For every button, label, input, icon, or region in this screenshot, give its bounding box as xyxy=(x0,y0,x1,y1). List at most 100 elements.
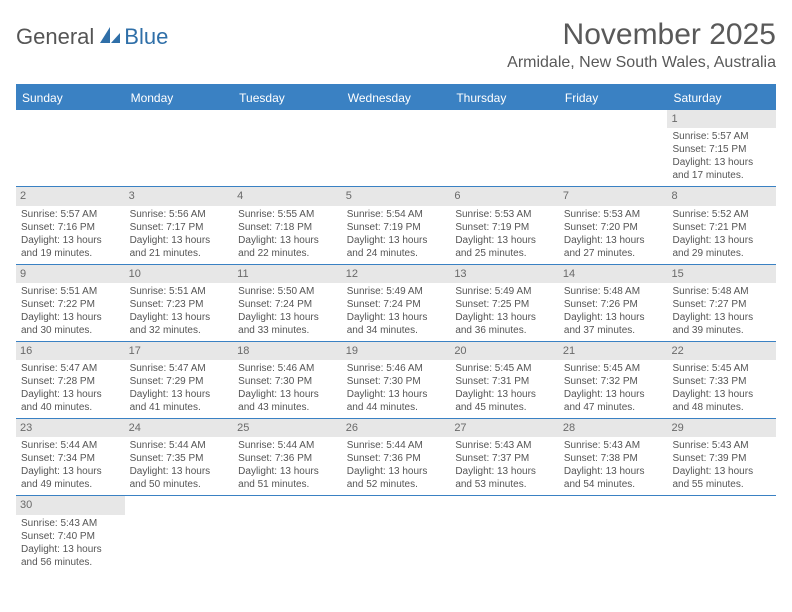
sunrise-line: Sunrise: 5:46 AM xyxy=(347,362,446,375)
daylight-line-1: Daylight: 13 hours xyxy=(238,234,337,247)
sunrise-line: Sunrise: 5:43 AM xyxy=(564,439,663,452)
day-number: 6 xyxy=(450,187,559,205)
daylight-line-2: and 44 minutes. xyxy=(347,401,446,414)
sunset-line: Sunset: 7:24 PM xyxy=(238,298,337,311)
daylight-line-2: and 21 minutes. xyxy=(130,247,229,260)
daylight-line-1: Daylight: 13 hours xyxy=(347,388,446,401)
daylight-line-1: Daylight: 13 hours xyxy=(21,234,120,247)
sunset-line: Sunset: 7:27 PM xyxy=(672,298,771,311)
day-number: 20 xyxy=(450,342,559,360)
sunrise-line: Sunrise: 5:43 AM xyxy=(455,439,554,452)
day-cell: 25Sunrise: 5:44 AMSunset: 7:36 PMDayligh… xyxy=(233,419,342,495)
sunset-line: Sunset: 7:40 PM xyxy=(21,530,120,543)
daylight-line-1: Daylight: 13 hours xyxy=(564,465,663,478)
day-cell xyxy=(450,496,559,572)
daylight-line-1: Daylight: 13 hours xyxy=(672,465,771,478)
sunrise-line: Sunrise: 5:45 AM xyxy=(455,362,554,375)
sunset-line: Sunset: 7:28 PM xyxy=(21,375,120,388)
day-number: 23 xyxy=(16,419,125,437)
daylight-line-2: and 53 minutes. xyxy=(455,478,554,491)
daylight-line-1: Daylight: 13 hours xyxy=(130,465,229,478)
sunrise-line: Sunrise: 5:56 AM xyxy=(130,208,229,221)
logo-text-blue: Blue xyxy=(124,24,168,50)
daylight-line-2: and 49 minutes. xyxy=(21,478,120,491)
sunset-line: Sunset: 7:21 PM xyxy=(672,221,771,234)
sunrise-line: Sunrise: 5:48 AM xyxy=(672,285,771,298)
sunset-line: Sunset: 7:16 PM xyxy=(21,221,120,234)
sunrise-line: Sunrise: 5:57 AM xyxy=(672,130,771,143)
daylight-line-2: and 27 minutes. xyxy=(564,247,663,260)
day-cell: 30 Sunrise: 5:43 AMSunset: 7:40 PMDayligh… xyxy=(16,496,125,572)
day-cell: 9Sunrise: 5:51 AMSunset: 7:22 PMDaylight… xyxy=(16,265,125,341)
day-cell xyxy=(233,496,342,572)
day-cell: 5Sunrise: 5:54 AMSunset: 7:19 PMDaylight… xyxy=(342,187,451,263)
daylight-line-1: Daylight: 13 hours xyxy=(672,311,771,324)
weekday-header: Wednesday xyxy=(342,86,451,110)
day-cell xyxy=(16,110,125,186)
daylight-line-1: Daylight: 13 hours xyxy=(455,388,554,401)
daylight-line-2: and 22 minutes. xyxy=(238,247,337,260)
sunset-line: Sunset: 7:34 PM xyxy=(21,452,120,465)
day-number: 22 xyxy=(667,342,776,360)
sunrise-line: Sunrise: 5:43 AM xyxy=(21,517,120,530)
day-number: 13 xyxy=(450,265,559,283)
day-cell xyxy=(125,110,234,186)
daylight-line-1: Daylight: 13 hours xyxy=(672,388,771,401)
day-number: 26 xyxy=(342,419,451,437)
day-number: 24 xyxy=(125,419,234,437)
daylight-line-1: Daylight: 13 hours xyxy=(672,234,771,247)
calendar: SundayMondayTuesdayWednesdayThursdayFrid… xyxy=(16,84,776,573)
day-number: 4 xyxy=(233,187,342,205)
daylight-line-2: and 43 minutes. xyxy=(238,401,337,414)
day-cell: 14Sunrise: 5:48 AMSunset: 7:26 PMDayligh… xyxy=(559,265,668,341)
sunrise-line: Sunrise: 5:51 AM xyxy=(130,285,229,298)
day-cell: 17Sunrise: 5:47 AMSunset: 7:29 PMDayligh… xyxy=(125,342,234,418)
day-cell xyxy=(450,110,559,186)
weeks-container: 1Sunrise: 5:57 AMSunset: 7:15 PMDaylight… xyxy=(16,110,776,573)
sunset-line: Sunset: 7:30 PM xyxy=(238,375,337,388)
sunrise-line: Sunrise: 5:50 AM xyxy=(238,285,337,298)
daylight-line-2: and 41 minutes. xyxy=(130,401,229,414)
weekday-header: Friday xyxy=(559,86,668,110)
day-cell: 22Sunrise: 5:45 AMSunset: 7:33 PMDayligh… xyxy=(667,342,776,418)
sunrise-line: Sunrise: 5:44 AM xyxy=(347,439,446,452)
daylight-line-2: and 55 minutes. xyxy=(672,478,771,491)
sunrise-line: Sunrise: 5:52 AM xyxy=(672,208,771,221)
sunset-line: Sunset: 7:17 PM xyxy=(130,221,229,234)
sunset-line: Sunset: 7:35 PM xyxy=(130,452,229,465)
sunrise-line: Sunrise: 5:49 AM xyxy=(347,285,446,298)
sunrise-line: Sunrise: 5:48 AM xyxy=(564,285,663,298)
day-cell xyxy=(342,496,451,572)
day-number: 5 xyxy=(342,187,451,205)
week-row: 9Sunrise: 5:51 AMSunset: 7:22 PMDaylight… xyxy=(16,265,776,342)
sunrise-line: Sunrise: 5:47 AM xyxy=(130,362,229,375)
daylight-line-1: Daylight: 13 hours xyxy=(347,311,446,324)
day-number: 30 xyxy=(16,496,125,514)
sunset-line: Sunset: 7:18 PM xyxy=(238,221,337,234)
day-number: 15 xyxy=(667,265,776,283)
sunset-line: Sunset: 7:36 PM xyxy=(238,452,337,465)
day-cell xyxy=(125,496,234,572)
daylight-line-1: Daylight: 13 hours xyxy=(347,234,446,247)
daylight-line-1: Daylight: 13 hours xyxy=(564,388,663,401)
daylight-line-2: and 50 minutes. xyxy=(130,478,229,491)
daylight-line-2: and 56 minutes. xyxy=(21,556,120,569)
sunset-line: Sunset: 7:26 PM xyxy=(564,298,663,311)
sunset-line: Sunset: 7:29 PM xyxy=(130,375,229,388)
page-title: November 2025 xyxy=(507,18,776,52)
sunrise-line: Sunrise: 5:53 AM xyxy=(564,208,663,221)
daylight-line-1: Daylight: 13 hours xyxy=(347,465,446,478)
day-cell xyxy=(559,496,668,572)
day-number: 17 xyxy=(125,342,234,360)
week-row: 2Sunrise: 5:57 AMSunset: 7:16 PMDaylight… xyxy=(16,187,776,264)
daylight-line-2: and 39 minutes. xyxy=(672,324,771,337)
day-number: 10 xyxy=(125,265,234,283)
day-number: 8 xyxy=(667,187,776,205)
daylight-line-1: Daylight: 13 hours xyxy=(21,543,120,556)
day-cell: 1Sunrise: 5:57 AMSunset: 7:15 PMDaylight… xyxy=(667,110,776,186)
weekday-header: Tuesday xyxy=(233,86,342,110)
daylight-line-1: Daylight: 13 hours xyxy=(21,311,120,324)
sunrise-line: Sunrise: 5:45 AM xyxy=(564,362,663,375)
day-cell: 27Sunrise: 5:43 AMSunset: 7:37 PMDayligh… xyxy=(450,419,559,495)
daylight-line-1: Daylight: 13 hours xyxy=(21,388,120,401)
